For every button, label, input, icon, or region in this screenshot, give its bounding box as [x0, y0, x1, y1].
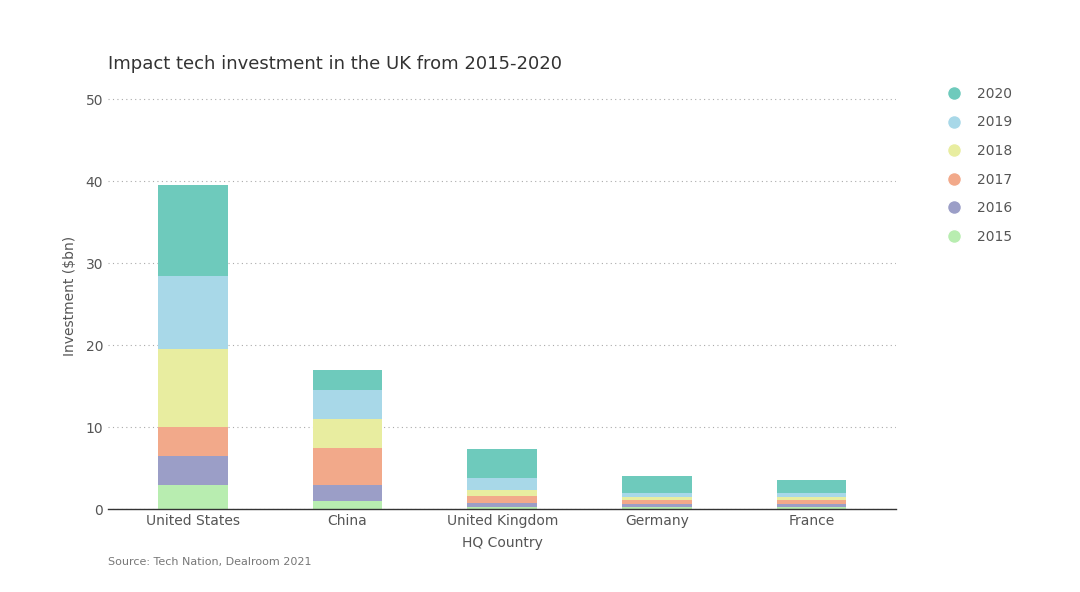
Bar [468, 478, 537, 490]
Bar [313, 448, 382, 484]
Bar [777, 481, 846, 493]
Bar [777, 500, 846, 504]
Bar [159, 275, 228, 349]
Bar [622, 497, 691, 500]
Bar [313, 390, 382, 419]
Bar [313, 484, 382, 501]
Bar [159, 456, 228, 484]
Bar [777, 493, 846, 497]
Bar [468, 503, 537, 507]
Bar [313, 370, 382, 390]
Bar [622, 507, 691, 509]
Bar [159, 185, 228, 275]
Bar [622, 477, 691, 493]
Bar [468, 507, 537, 509]
Bar [468, 490, 537, 496]
Bar [777, 504, 846, 507]
Bar [777, 497, 846, 500]
Bar [313, 419, 382, 448]
Bar [777, 507, 846, 509]
Bar [468, 496, 537, 503]
Y-axis label: Investment ($bn): Investment ($bn) [64, 236, 77, 356]
X-axis label: HQ Country: HQ Country [462, 536, 542, 551]
Bar [622, 504, 691, 507]
Bar [159, 484, 228, 509]
Bar [622, 493, 691, 497]
Bar [622, 500, 691, 504]
Bar [159, 349, 228, 427]
Bar [159, 427, 228, 456]
Bar [313, 501, 382, 509]
Legend: 2020, 2019, 2018, 2017, 2016, 2015: 2020, 2019, 2018, 2017, 2016, 2015 [935, 81, 1017, 249]
Bar [468, 449, 537, 478]
Text: Source: Tech Nation, Dealroom 2021: Source: Tech Nation, Dealroom 2021 [108, 557, 311, 567]
Text: Impact tech investment in the UK from 2015-2020: Impact tech investment in the UK from 20… [108, 55, 562, 73]
